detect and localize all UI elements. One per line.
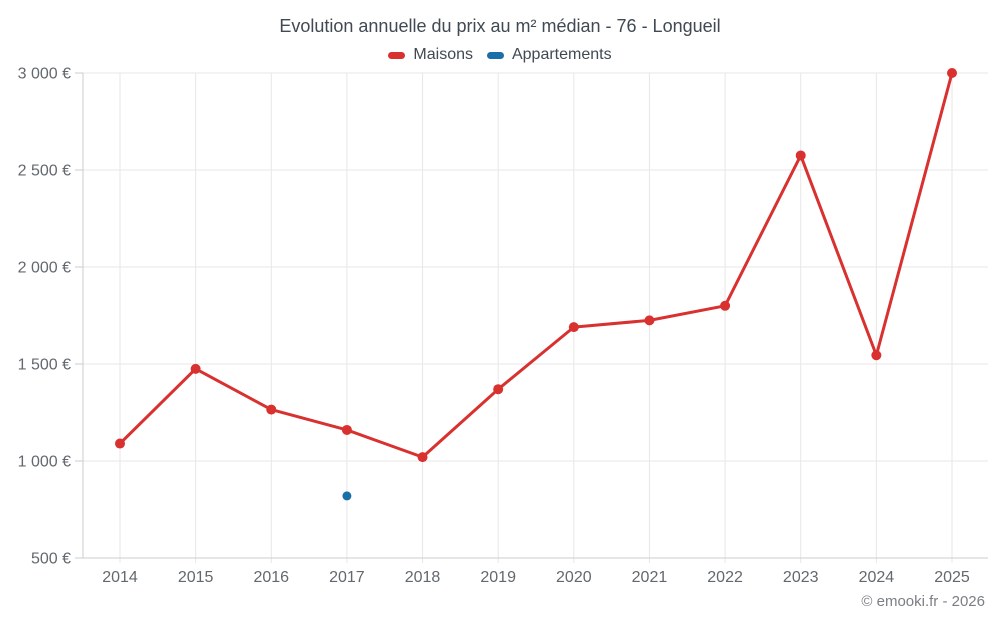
x-tick-label-2015: 2015 [178,569,214,586]
y-tick-label-1000: 1 000 € [18,454,71,471]
maisons-line [118,71,954,459]
legend-label-maisons: Maisons [413,46,473,63]
x-tick-label-2020: 2020 [556,569,592,586]
maisons-point-2017[interactable] [341,424,352,435]
x-tick-label-2016: 2016 [253,569,289,586]
x-tick-label-2024: 2024 [859,569,895,586]
maisons-swatch-icon [388,51,406,59]
appartements-swatch-icon [486,51,504,59]
maisons-point-2022[interactable] [720,300,731,311]
maisons-point-2018[interactable] [417,452,428,463]
legend-label-appartements: Appartements [511,46,612,63]
attribution: © emooki.fr - 2026 [861,593,985,610]
x-tick-label-2021: 2021 [632,569,668,586]
maisons-point-2020[interactable] [568,322,579,333]
x-tick-label-2019: 2019 [480,569,516,586]
y-tick-label-3000: 3 000 € [18,66,71,83]
y-tick-label-1500: 1 500 € [18,357,71,374]
y-tick-label-2500: 2 500 € [18,163,71,180]
y-tick-label-2000: 2 000 € [18,260,71,277]
maisons-point-2014[interactable] [115,438,125,449]
legend-item-maisons[interactable]: Maisons [388,46,473,64]
maisons-point-2019[interactable] [493,384,504,395]
x-tick-label-2023: 2023 [783,569,819,586]
x-tick-label-2025: 2025 [934,569,970,586]
legend-item-appartements[interactable]: Appartements [486,46,612,64]
appartements-point-2017[interactable] [342,491,352,501]
chart-title: Evolution annuelle du prix au m² médian … [279,16,721,36]
x-tick-label-2017: 2017 [329,569,365,586]
maisons-point-2016[interactable] [266,404,277,415]
y-tick-label-500: 500 € [31,551,71,568]
x-tick-label-2014: 2014 [102,569,138,586]
maisons-point-2021[interactable] [644,315,655,326]
maisons-point-2015[interactable] [190,363,201,374]
x-tick-label-2022: 2022 [707,569,743,586]
maisons-point-2024[interactable] [871,350,882,361]
maisons-point-2025[interactable] [947,68,957,78]
x-tick-label-2018: 2018 [405,569,441,586]
maisons-point-2023[interactable] [795,150,806,161]
legend: Maisons Appartements [0,46,1000,64]
